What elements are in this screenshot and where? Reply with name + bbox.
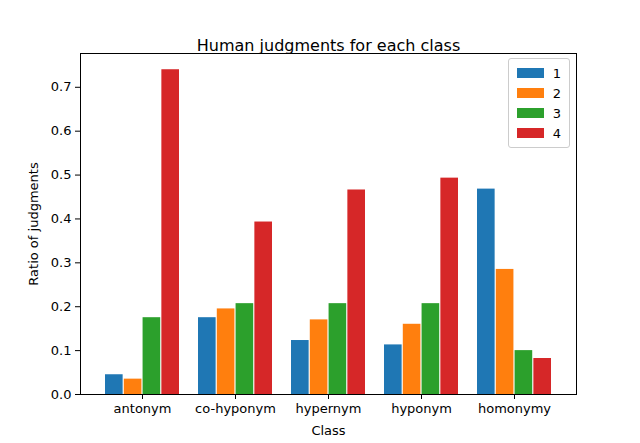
svg-text:antonym: antonym [114,401,172,416]
svg-text:0.4: 0.4 [51,211,72,226]
html-text:4: 4 [552,125,561,141]
html-text:3: 3 [552,105,561,121]
svg-text:hyponym: hyponym [391,401,452,416]
svg-text:0.0: 0.0 [51,387,72,402]
svg-text:co-hyponym: co-hyponym [195,401,276,416]
svg-text:Ratio of judgments: Ratio of judgments [26,162,41,286]
svg-text:0.5: 0.5 [51,167,72,182]
svg-text:0.1: 0.1 [51,343,72,358]
svg-text:Human judgments for each class: Human judgments for each class [197,36,460,55]
svg-text:Class: Class [311,423,345,438]
svg-text:0.7: 0.7 [51,79,72,94]
svg-text:0.3: 0.3 [51,255,72,270]
svg-text:hypernym: hypernym [296,401,362,416]
svg-text:homonymy: homonymy [478,401,551,416]
html-text:2: 2 [552,85,561,101]
svg-text:0.2: 0.2 [51,299,72,314]
svg-text:0.6: 0.6 [51,123,72,138]
html-text:1: 1 [552,65,561,81]
